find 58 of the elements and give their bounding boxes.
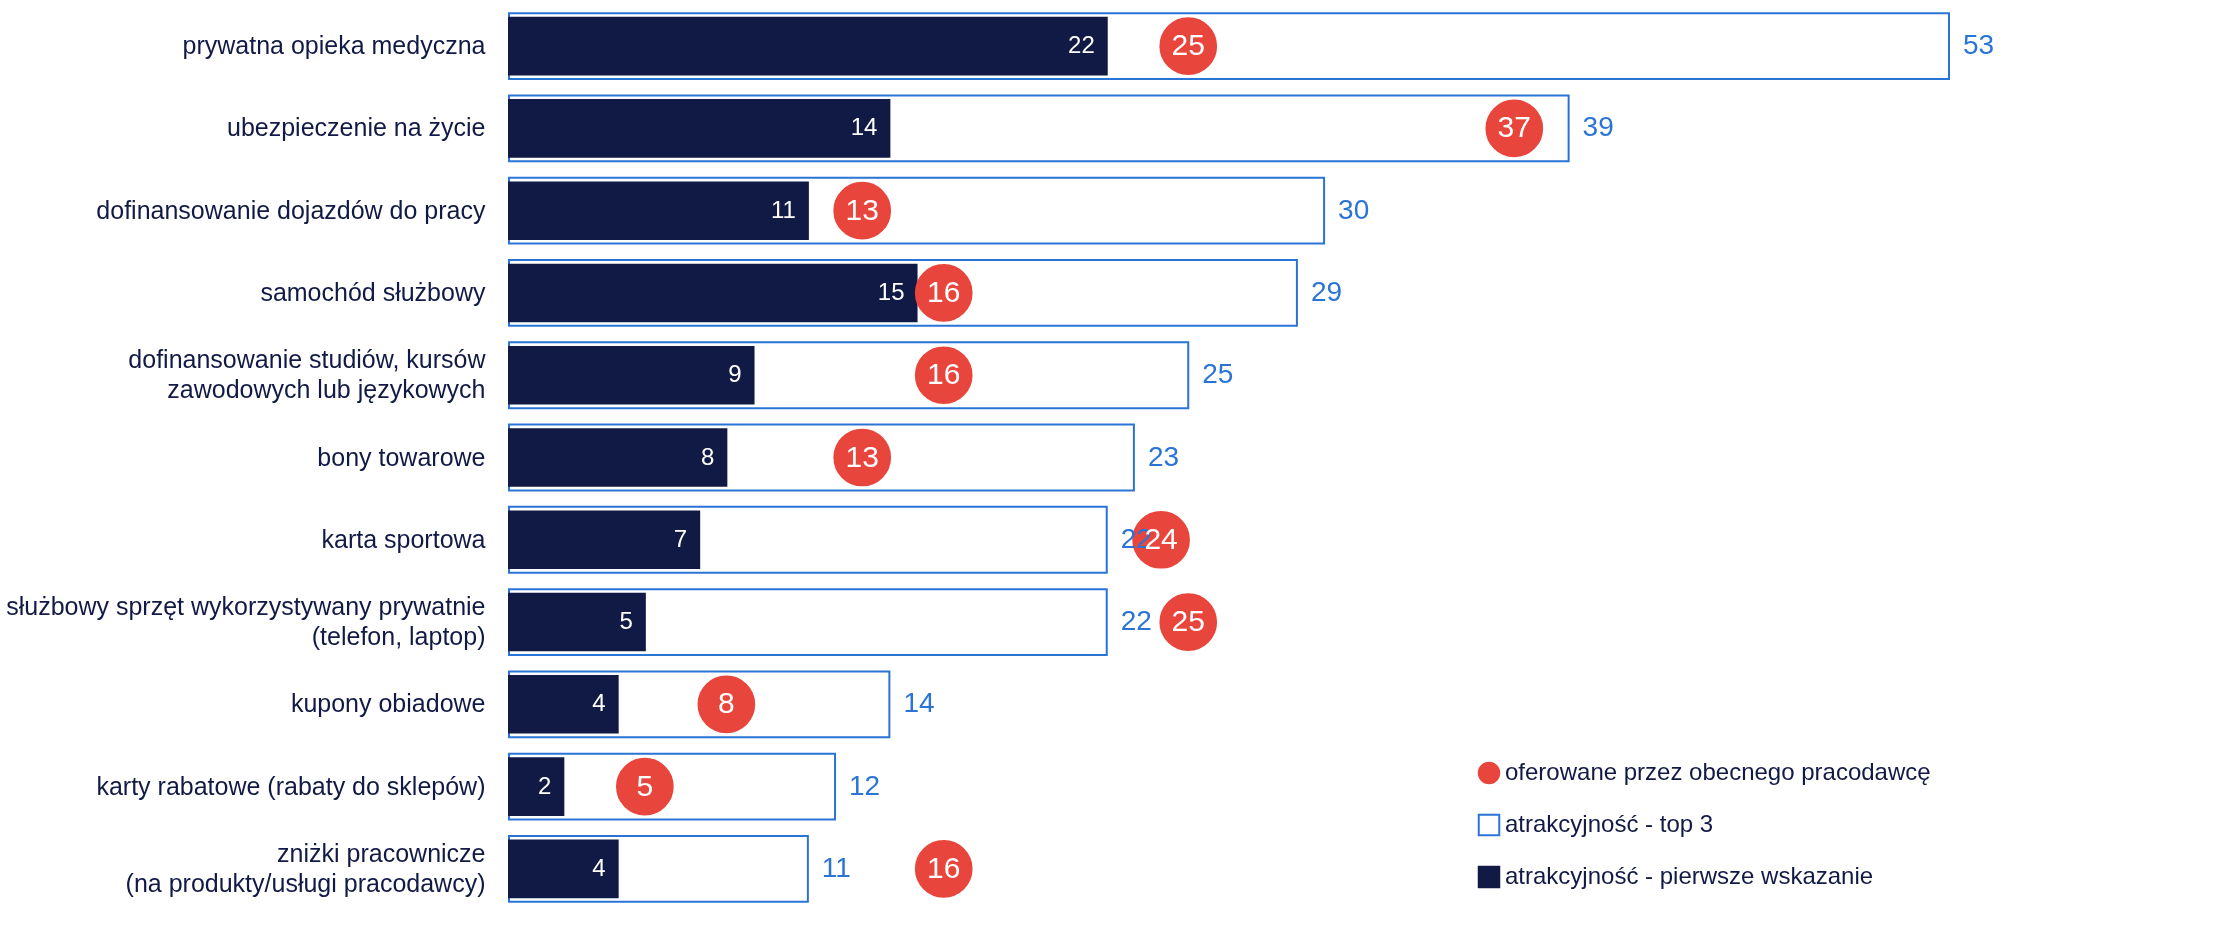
data-label: 25 (1171, 604, 1205, 638)
y-tick-label: karty rabatowe (rabaty do sklepów) (96, 771, 486, 800)
data-label: 8 (701, 442, 715, 470)
data-label: 13 (845, 439, 879, 473)
data-label: 5 (619, 607, 633, 635)
data-label: 16 (927, 274, 961, 308)
y-tick-label: dofinansowanie dojazdów do pracy (96, 195, 486, 224)
data-label: 25 (1171, 28, 1205, 62)
bar (508, 181, 809, 240)
data-label: 25 (1202, 358, 1234, 390)
data-label: 14 (903, 687, 935, 719)
bar (508, 757, 565, 816)
data-label: 53 (1963, 29, 1995, 61)
data-label: 22 (1120, 605, 1152, 637)
data-label: 7 (673, 524, 688, 552)
data-label: 15 (877, 277, 905, 305)
data-label: 22 (1068, 31, 1095, 59)
bar (508, 16, 1108, 76)
point (697, 675, 756, 734)
y-tick-label: służbowy sprzęt wykorzystywany prywatnie (telefon, laptop) (6, 592, 486, 651)
data-label: 9 (728, 360, 742, 388)
legend-label: oferowane przez obecnego pracodawcę (1505, 758, 1931, 785)
data-label: 39 (1582, 111, 1614, 143)
data-label: 5 (636, 768, 654, 802)
data-label: 14 (850, 113, 878, 141)
data-label: 23 (1147, 440, 1180, 472)
data-label: 16 (927, 850, 961, 884)
data-label: 29 (1310, 275, 1343, 307)
legend-label: atrakcyjność - pierwsze wskazanie (1505, 862, 1874, 889)
bar (508, 592, 646, 652)
bar (508, 263, 918, 323)
data-label: 8 (718, 686, 735, 720)
data-label: 11 (821, 851, 851, 883)
y-tick-label: bony towarowe (317, 442, 486, 471)
y-tick-label: karta sportowa (321, 524, 486, 553)
bar (508, 428, 728, 487)
data-label: 4 (592, 853, 606, 881)
y-tick-label: samochód służbowy (260, 277, 486, 306)
data-label: 2 (537, 771, 552, 799)
data-label: 30 (1338, 193, 1370, 225)
y-tick-label: dofinansowanie studiów, kursów zawodowych lub językowych (128, 345, 487, 404)
bar (508, 99, 891, 158)
bar (508, 839, 619, 899)
data-label: 13 (845, 192, 879, 226)
y-tick-label: prywatna opieka medyczna (182, 31, 486, 60)
data-label: 37 (1497, 110, 1531, 144)
y-tick-label: zniżki pracownicze (na produkty/usługi pracodawcy) (125, 838, 486, 897)
y-tick-label: kupony obiadowe (290, 689, 486, 718)
legend-label: atrakcyjność - top 3 (1505, 810, 1714, 837)
bar (508, 510, 701, 570)
data-label: 16 (927, 357, 961, 391)
bar (508, 345, 755, 405)
point (616, 757, 674, 816)
data-label: 4 (592, 689, 606, 717)
data-label: 11 (770, 195, 796, 223)
y-tick-label: ubezpieczenie na życie (227, 113, 486, 142)
data-label: 12 (849, 769, 881, 801)
bar (508, 675, 619, 734)
